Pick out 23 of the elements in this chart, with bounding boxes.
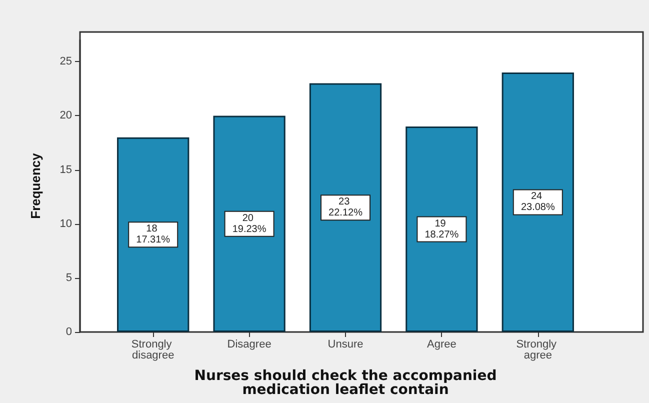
y-tick-label: 10 xyxy=(60,218,72,230)
y-tick-label: 15 xyxy=(60,164,72,176)
x-tick-label: Agree xyxy=(427,338,456,350)
bar xyxy=(309,83,382,332)
data-label: 18 17.31% xyxy=(136,224,170,246)
y-tick-label: 25 xyxy=(60,56,72,68)
data-label: 24 23.08% xyxy=(520,191,555,214)
x-axis-title: Nurses should check the accompanied medication leaflet contain xyxy=(194,368,497,398)
bar xyxy=(502,72,574,332)
y-axis-title: Frequency xyxy=(28,152,43,219)
y-tick-label: 20 xyxy=(60,110,72,122)
y-tick-label: 0 xyxy=(66,326,72,338)
data-label: 20 19.23% xyxy=(232,212,266,235)
y-tick-label: 5 xyxy=(66,272,72,284)
data-label: 19 18.27% xyxy=(424,218,459,240)
data-label: 23 22.12% xyxy=(328,196,363,219)
x-tick-label: Strongly agree xyxy=(516,338,560,362)
bar xyxy=(406,126,478,332)
bar xyxy=(213,116,286,332)
x-tick-label: Strongly disagree xyxy=(131,338,175,362)
bar xyxy=(117,137,190,332)
x-tick-label: Disagree xyxy=(227,338,272,350)
x-tick-label: Unsure xyxy=(328,338,364,350)
